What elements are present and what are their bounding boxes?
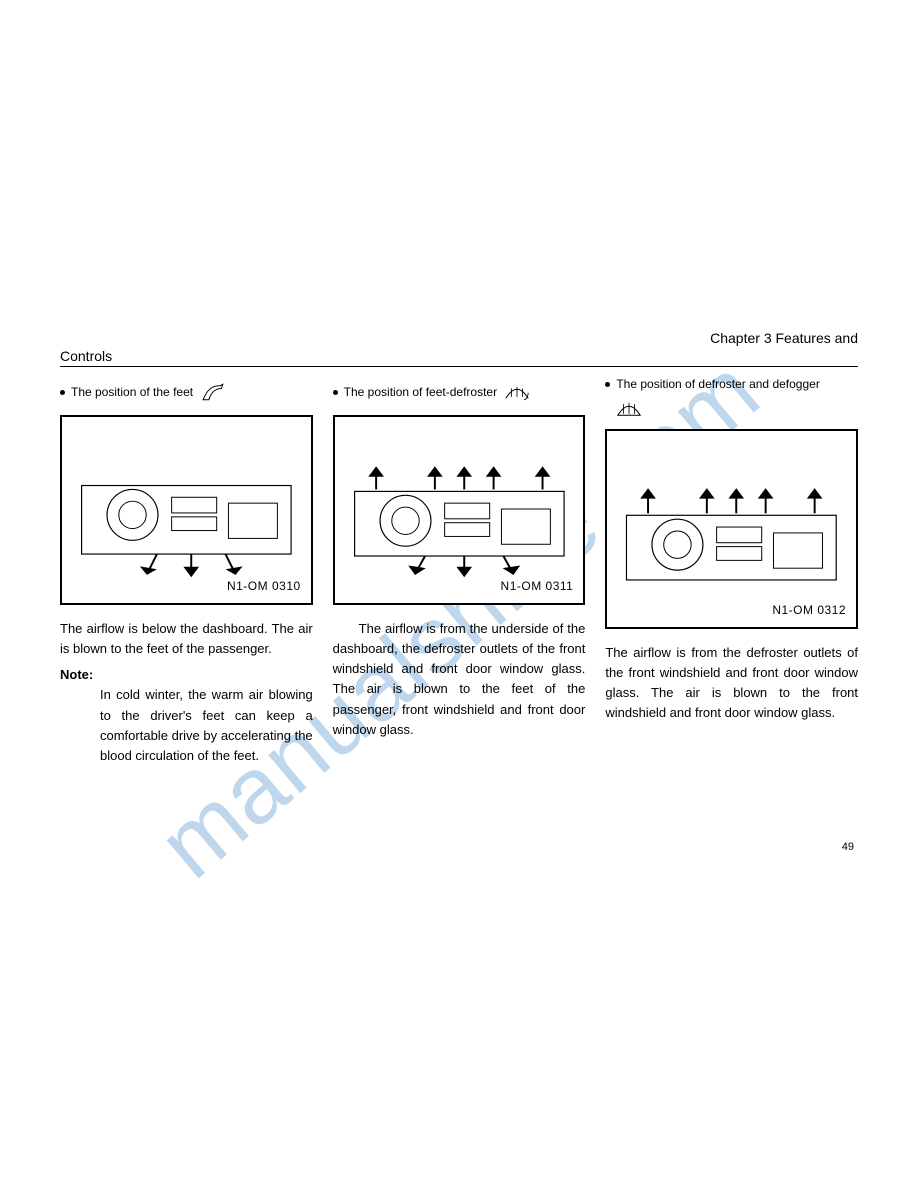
middle-paragraph: The airflow is from the underside of the… [333, 619, 586, 740]
right-bullet-row: The position of defroster and defogger [605, 377, 858, 421]
note-body-text: In cold winter, the warm air blowing to … [60, 685, 313, 766]
left-figure: N1-OM 0310 [60, 415, 313, 605]
feet-defrost-mode-icon [503, 380, 531, 404]
dashboard-feet-defrost-illustration [335, 417, 584, 603]
left-bullet-label: The position of the feet [71, 385, 193, 399]
chapter-heading: Chapter 3 Features and [60, 330, 858, 346]
middle-bullet-label: The position of feet-defroster [344, 385, 497, 399]
left-paragraph: The airflow is below the dashboard. The … [60, 619, 313, 659]
dashboard-feet-illustration [62, 417, 311, 603]
bullet-dot-icon [605, 382, 610, 387]
column-right: The position of defroster and defogger [605, 377, 858, 766]
page-number: 49 [842, 841, 854, 853]
left-note: Note: In cold winter, the warm air blowi… [60, 665, 313, 766]
defrost-mode-icon [615, 397, 643, 421]
bullet-dot-icon [60, 390, 65, 395]
right-paragraph: The airflow is from the defroster outlet… [605, 643, 858, 724]
left-bullet-row: The position of the feet [60, 377, 313, 407]
right-figure: N1-OM 0312 [605, 429, 858, 629]
right-bullet-label: The position of defroster and defogger [616, 377, 819, 391]
right-figure-code: N1-OM 0312 [772, 603, 846, 617]
note-label: Note: [60, 667, 93, 682]
middle-figure: N1-OM 0311 [333, 415, 586, 605]
left-figure-code: N1-OM 0310 [227, 579, 301, 593]
feet-mode-icon [199, 380, 227, 404]
middle-figure-code: N1-OM 0311 [501, 579, 574, 593]
header-divider [60, 366, 858, 367]
bullet-dot-icon [333, 390, 338, 395]
middle-bullet-row: The position of feet-defroster [333, 377, 586, 407]
column-left: The position of the feet [60, 377, 313, 766]
section-heading: Controls [60, 348, 858, 364]
dashboard-defrost-illustration [607, 431, 856, 627]
column-middle: The position of feet-defroster [333, 377, 586, 766]
